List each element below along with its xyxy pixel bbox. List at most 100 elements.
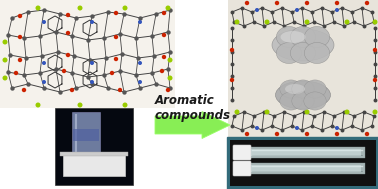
Circle shape bbox=[62, 69, 66, 73]
Bar bbox=[0, 0, 175, 108]
Ellipse shape bbox=[276, 81, 330, 109]
Circle shape bbox=[3, 57, 8, 63]
Bar bbox=[73, 129, 99, 141]
Point bbox=[261, 111, 267, 114]
Point bbox=[229, 87, 235, 90]
Ellipse shape bbox=[292, 80, 314, 98]
Circle shape bbox=[372, 19, 378, 25]
Circle shape bbox=[42, 61, 46, 65]
Point bbox=[369, 10, 375, 13]
Circle shape bbox=[166, 88, 170, 92]
Point bbox=[133, 74, 139, 77]
Circle shape bbox=[344, 19, 350, 25]
Circle shape bbox=[265, 109, 270, 115]
Point bbox=[251, 20, 257, 23]
Point bbox=[311, 20, 317, 23]
Point bbox=[9, 16, 15, 19]
Point bbox=[121, 91, 127, 94]
Point bbox=[5, 70, 11, 74]
Point bbox=[69, 71, 75, 74]
Circle shape bbox=[18, 35, 22, 39]
Point bbox=[269, 10, 275, 13]
Ellipse shape bbox=[280, 80, 302, 98]
Ellipse shape bbox=[292, 92, 314, 110]
Point bbox=[37, 34, 43, 37]
Bar bbox=[55, 108, 133, 185]
Point bbox=[101, 74, 107, 77]
Point bbox=[229, 63, 235, 66]
Point bbox=[167, 50, 173, 53]
Point bbox=[361, 25, 367, 28]
FancyBboxPatch shape bbox=[233, 161, 251, 176]
Point bbox=[329, 10, 335, 13]
Circle shape bbox=[230, 78, 234, 82]
Point bbox=[269, 125, 275, 128]
Point bbox=[231, 115, 237, 118]
Circle shape bbox=[162, 33, 166, 37]
Circle shape bbox=[14, 71, 18, 75]
Point bbox=[239, 6, 245, 9]
Point bbox=[331, 20, 337, 23]
Circle shape bbox=[114, 35, 118, 39]
Ellipse shape bbox=[276, 43, 302, 64]
Bar bbox=[60, 152, 128, 156]
Point bbox=[101, 36, 107, 40]
Circle shape bbox=[36, 5, 40, 11]
Point bbox=[239, 129, 245, 132]
Point bbox=[372, 39, 378, 42]
Circle shape bbox=[305, 1, 309, 5]
Point bbox=[372, 50, 378, 53]
Point bbox=[21, 74, 27, 77]
Circle shape bbox=[160, 69, 164, 73]
Circle shape bbox=[3, 40, 8, 44]
Circle shape bbox=[305, 132, 309, 136]
Point bbox=[271, 20, 277, 23]
Point bbox=[359, 129, 365, 132]
Bar bbox=[230, 140, 376, 186]
Circle shape bbox=[162, 11, 166, 15]
Point bbox=[87, 58, 93, 61]
Ellipse shape bbox=[290, 43, 316, 64]
Point bbox=[261, 25, 267, 28]
Circle shape bbox=[265, 19, 270, 25]
Circle shape bbox=[122, 102, 127, 108]
Point bbox=[229, 98, 235, 101]
Point bbox=[279, 6, 285, 9]
Point bbox=[372, 87, 378, 90]
Point bbox=[73, 16, 79, 19]
Point bbox=[259, 6, 265, 9]
Point bbox=[57, 91, 63, 94]
Point bbox=[289, 125, 295, 128]
Circle shape bbox=[234, 19, 240, 25]
Point bbox=[371, 20, 377, 23]
Point bbox=[41, 87, 47, 90]
Circle shape bbox=[114, 11, 118, 15]
Point bbox=[249, 125, 255, 128]
Point bbox=[331, 115, 337, 118]
Point bbox=[153, 12, 159, 15]
Point bbox=[165, 30, 171, 33]
Point bbox=[25, 82, 31, 85]
Circle shape bbox=[138, 61, 142, 65]
Point bbox=[89, 15, 95, 18]
Circle shape bbox=[90, 61, 94, 65]
Point bbox=[251, 115, 257, 118]
Point bbox=[229, 74, 235, 77]
Point bbox=[309, 125, 315, 128]
Point bbox=[281, 111, 287, 114]
Point bbox=[351, 115, 357, 118]
Circle shape bbox=[372, 109, 378, 115]
Point bbox=[372, 74, 378, 77]
Circle shape bbox=[166, 5, 170, 11]
Point bbox=[351, 20, 357, 23]
Point bbox=[149, 34, 155, 37]
Bar bbox=[251, 165, 361, 172]
Point bbox=[41, 9, 47, 12]
Point bbox=[361, 111, 367, 114]
Circle shape bbox=[373, 78, 377, 82]
Circle shape bbox=[36, 102, 40, 108]
Point bbox=[229, 39, 235, 42]
Point bbox=[339, 129, 345, 132]
Point bbox=[69, 34, 75, 37]
Point bbox=[299, 6, 305, 9]
